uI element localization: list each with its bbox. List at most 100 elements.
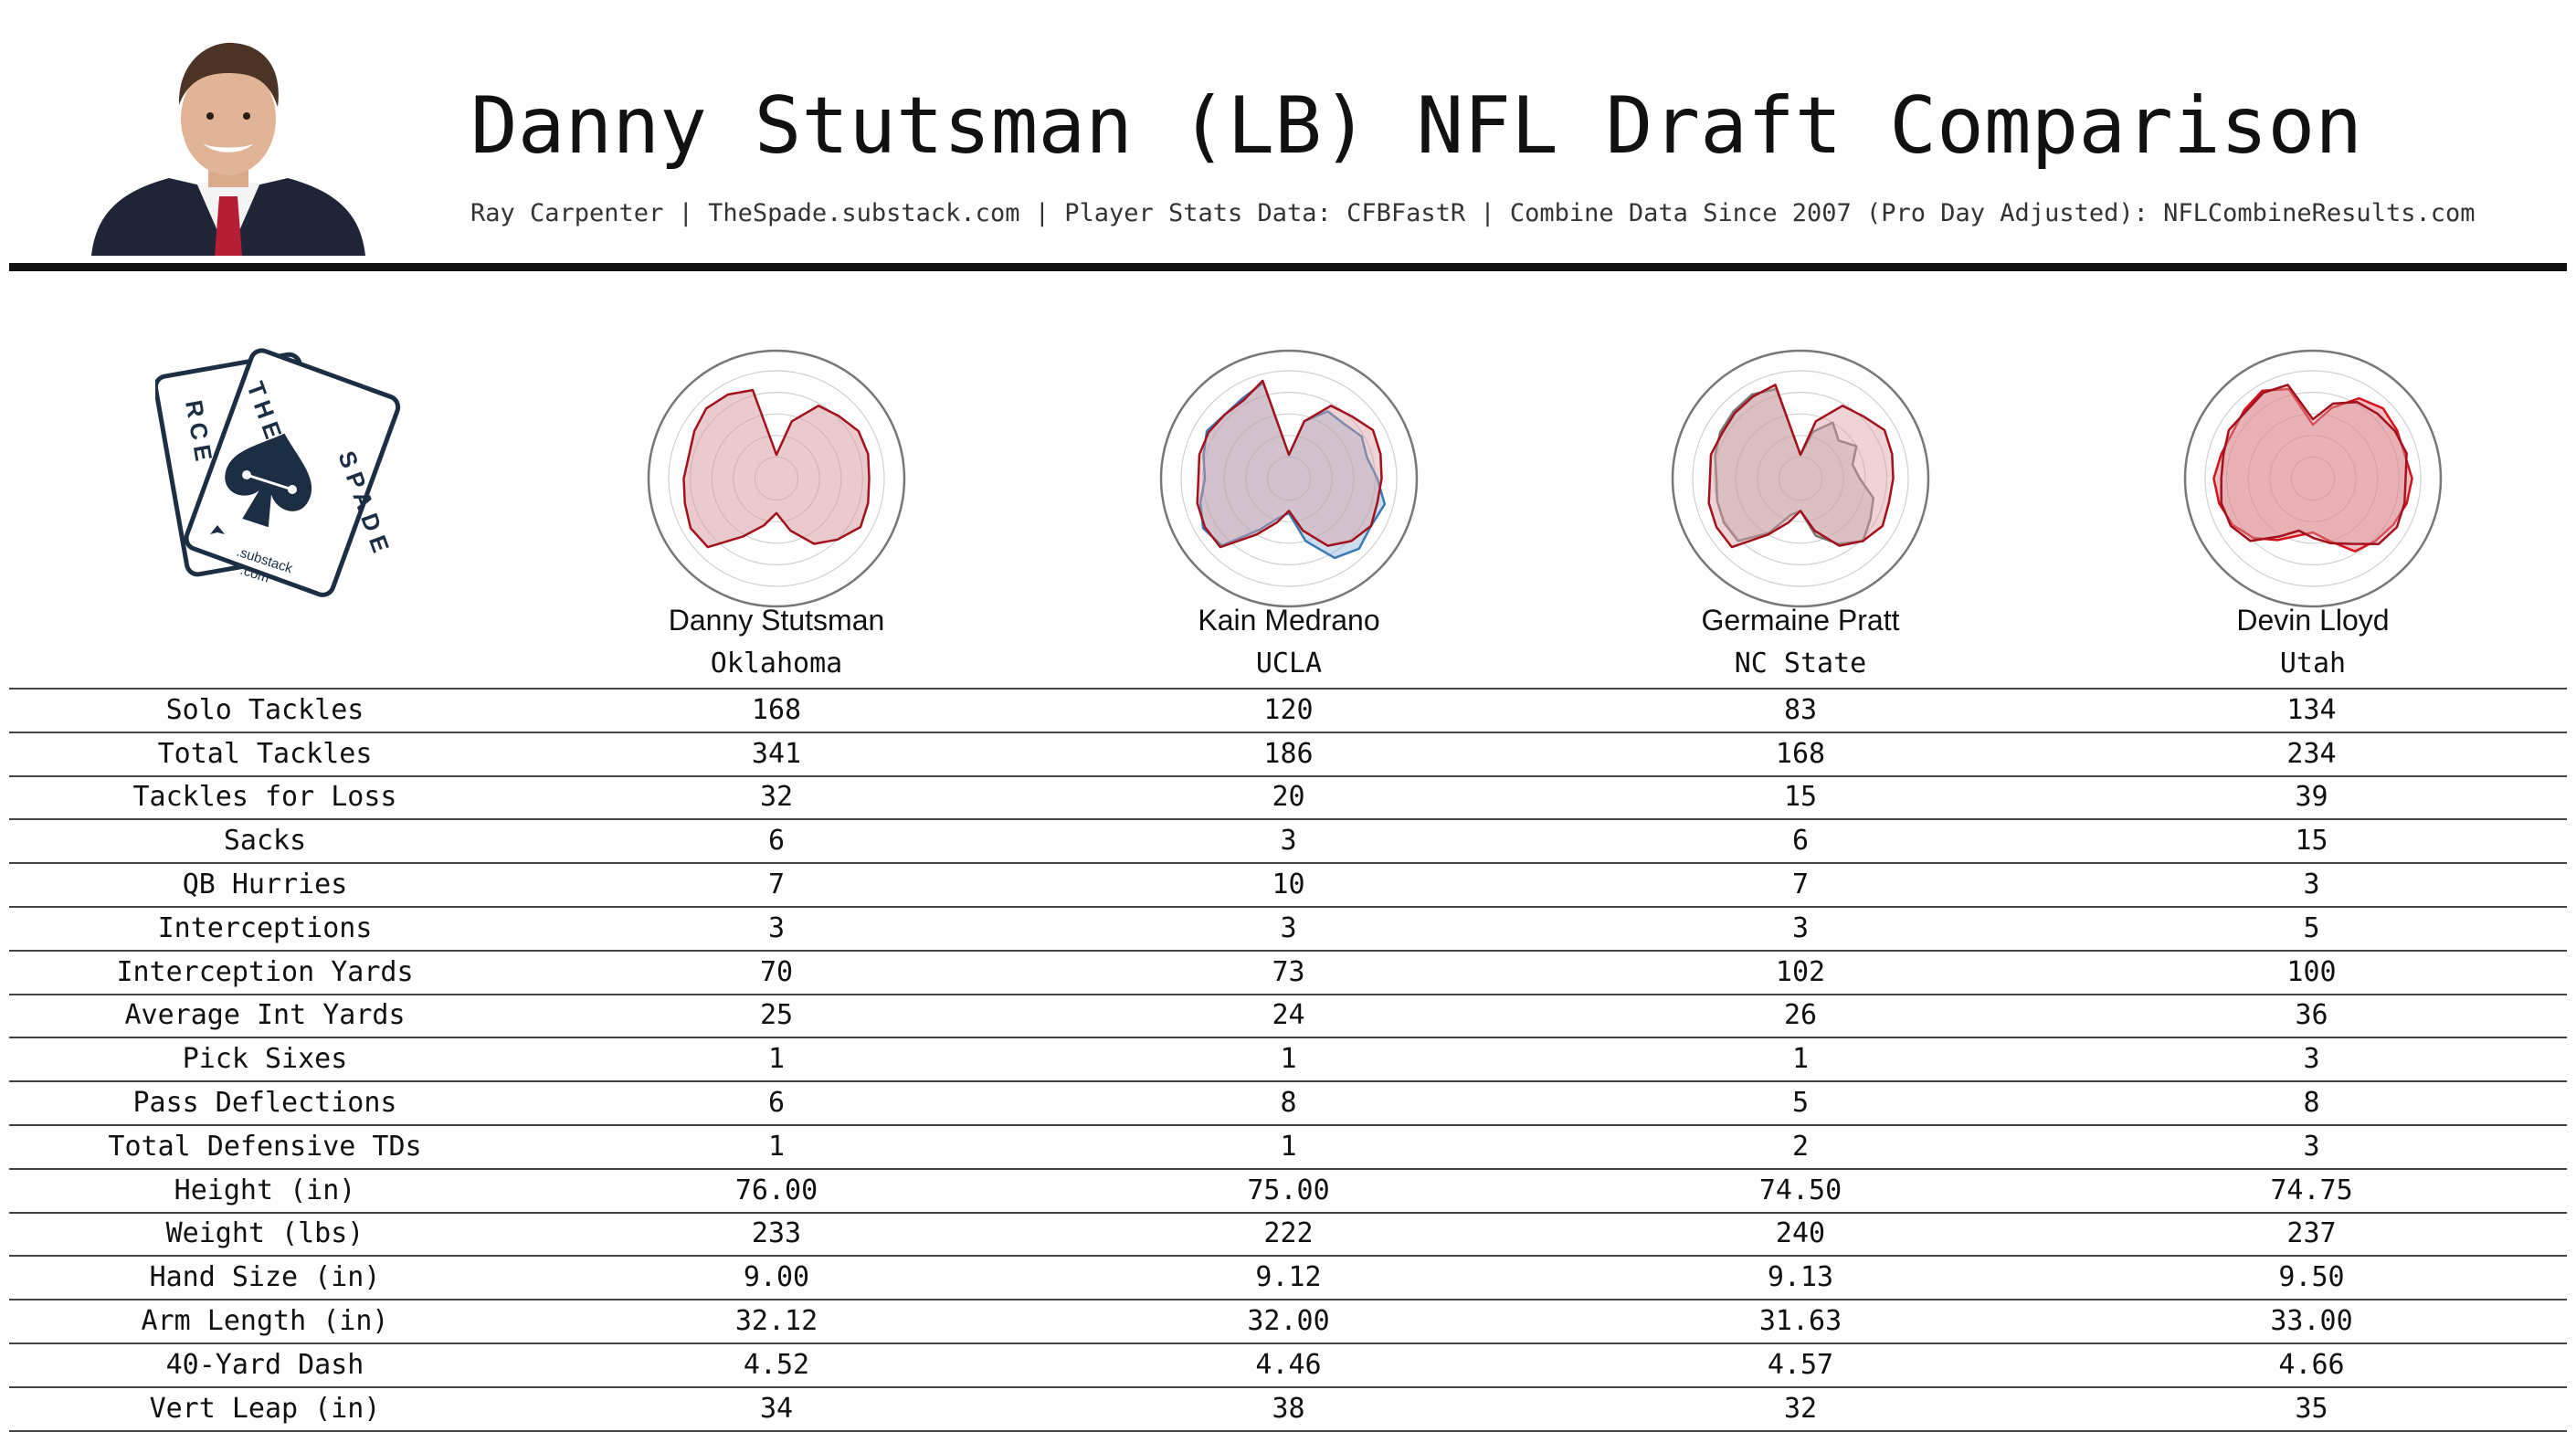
radar-gridline xyxy=(2269,435,2357,522)
player-name-lloyd: Devin Lloyd xyxy=(2236,604,2390,637)
player-school-lloyd: Utah xyxy=(2279,648,2347,679)
radar-chart-lloyd xyxy=(2183,349,2443,608)
table-row: Interceptions 3 3 3 5 xyxy=(9,906,2567,952)
header-divider xyxy=(9,263,2567,271)
stat-cell: 6 xyxy=(1545,819,2056,865)
stat-cell: 5 xyxy=(2056,906,2567,952)
radar-series-1 xyxy=(1198,381,1387,560)
stat-cell: 233 xyxy=(521,1212,1032,1258)
stat-cell: 74.75 xyxy=(2056,1168,2567,1214)
row-label: Pick Sixes xyxy=(9,1037,521,1083)
radar-chart-stutsman xyxy=(647,349,906,608)
radar-series-1 xyxy=(2212,387,2413,553)
table-row: Arm Length (in) 32.12 32.00 31.63 33.00 xyxy=(9,1300,2567,1344)
stat-cell: 234 xyxy=(2056,732,2567,777)
radar-gridline xyxy=(668,370,885,587)
stat-cell: 4.57 xyxy=(1545,1342,2056,1388)
page-subtitle: Ray Carpenter | TheSpade.substack.com | … xyxy=(470,199,2476,227)
stat-cell: 3 xyxy=(1032,906,1545,952)
radar-gridline xyxy=(2204,370,2422,587)
stat-cell: 70 xyxy=(521,950,1032,995)
stat-cell: 134 xyxy=(2056,688,2567,733)
radar-gridline xyxy=(2247,413,2379,544)
row-label: Pass Deflections xyxy=(9,1081,521,1126)
radar-series-0 xyxy=(1707,384,1895,549)
stat-cell: 100 xyxy=(2056,950,2567,995)
table-row: Pick Sixes 1 1 1 3 xyxy=(9,1037,2567,1083)
stat-cell: 3 xyxy=(1545,906,2056,952)
table-row: Sacks 6 3 6 15 xyxy=(9,819,2567,865)
radar-gridline xyxy=(1180,370,1398,587)
stat-cell: 8 xyxy=(2056,1081,2567,1126)
radar-chart-medrano xyxy=(1159,349,1419,608)
row-label: QB Hurries xyxy=(9,863,521,908)
row-label: Weight (lbs) xyxy=(9,1212,521,1258)
player-headshot-image xyxy=(82,32,375,256)
radar-gridline xyxy=(1245,435,1333,522)
stat-cell: 36 xyxy=(2056,994,2567,1039)
player-school-pratt: NC State xyxy=(1734,648,1867,679)
stat-cell: 9.00 xyxy=(521,1256,1032,1301)
radar-series-0 xyxy=(682,388,871,549)
stat-cell: 8 xyxy=(1032,1081,1545,1126)
stat-cell: 240 xyxy=(1545,1212,2056,1258)
stat-cell: 20 xyxy=(1032,775,1545,821)
row-label: Vert Leap (in) xyxy=(9,1386,521,1432)
stat-cell: 38 xyxy=(1032,1386,1545,1432)
row-label: Total Tackles xyxy=(9,732,521,777)
stat-cell: 15 xyxy=(1545,775,2056,821)
stat-cell: 26 xyxy=(1545,994,2056,1039)
stat-cell: 73 xyxy=(1032,950,1545,995)
stat-cell: 3 xyxy=(2056,1037,2567,1083)
stat-cell: 24 xyxy=(1032,994,1545,1039)
stat-cell: 7 xyxy=(521,863,1032,908)
stat-cell: 32 xyxy=(521,775,1032,821)
radar-series-0 xyxy=(1196,379,1383,549)
stat-cell: 39 xyxy=(2056,775,2567,821)
stat-cell: 9.13 xyxy=(1545,1256,2056,1301)
radar-gridline xyxy=(1266,456,1312,501)
table-row: 40-Yard Dash 4.52 4.46 4.57 4.66 xyxy=(9,1342,2567,1388)
row-label: Interception Yards xyxy=(9,950,521,995)
table-row: QB Hurries 7 10 7 3 xyxy=(9,863,2567,908)
stat-cell: 15 xyxy=(2056,819,2567,865)
stat-cell: 1 xyxy=(1032,1037,1545,1083)
stat-cell: 5 xyxy=(1545,1081,2056,1126)
radar-gridline xyxy=(1201,391,1377,566)
stat-cell: 10 xyxy=(1032,863,1545,908)
stat-cell: 168 xyxy=(1545,732,2056,777)
table-row: Weight (lbs) 233 222 240 237 xyxy=(9,1212,2567,1258)
radar-series-0 xyxy=(2220,384,2408,546)
player-school-stutsman: Oklahoma xyxy=(710,648,843,679)
stat-cell: 34 xyxy=(521,1386,1032,1432)
stat-cell: 3 xyxy=(521,906,1032,952)
stat-cell: 33.00 xyxy=(2056,1300,2567,1344)
stat-cell: 1 xyxy=(521,1124,1032,1170)
stats-comparison-table: Solo Tackles 168 120 83 134 Total Tackles 341 1… xyxy=(9,688,2567,1432)
stat-cell: 4.46 xyxy=(1032,1342,1545,1388)
radar-gridline xyxy=(1778,456,1823,501)
stat-cell: 3 xyxy=(1032,819,1545,865)
stat-cell: 222 xyxy=(1032,1212,1545,1258)
stat-cell: 341 xyxy=(521,732,1032,777)
player-name-pratt: Germaine Pratt xyxy=(1701,604,1900,637)
stat-cell: 186 xyxy=(1032,732,1545,777)
row-label: Interceptions xyxy=(9,906,521,952)
stat-cell: 237 xyxy=(2056,1212,2567,1258)
stat-cell: 120 xyxy=(1032,688,1545,733)
row-label: Average Int Yards xyxy=(9,994,521,1039)
stat-cell: 3 xyxy=(2056,863,2567,908)
table-row: Tackles for Loss 32 20 15 39 xyxy=(9,775,2567,821)
page-title: Danny Stutsman (LB) NFL Draft Comparison xyxy=(470,80,2363,172)
row-label: Sacks xyxy=(9,819,521,865)
radar-gridline xyxy=(2290,456,2336,501)
stat-cell: 35 xyxy=(2056,1386,2567,1432)
radar-outer-ring xyxy=(1671,349,1930,608)
stat-cell: 83 xyxy=(1545,688,2056,733)
radar-gridline xyxy=(1692,370,1909,587)
table-row: Interception Yards 70 73 102 100 xyxy=(9,950,2567,995)
stat-cell: 4.52 xyxy=(521,1342,1032,1388)
table-row: Total Defensive TDs 1 1 2 3 xyxy=(9,1124,2567,1170)
stat-cell: 7 xyxy=(1545,863,2056,908)
stat-cell: 1 xyxy=(521,1037,1032,1083)
